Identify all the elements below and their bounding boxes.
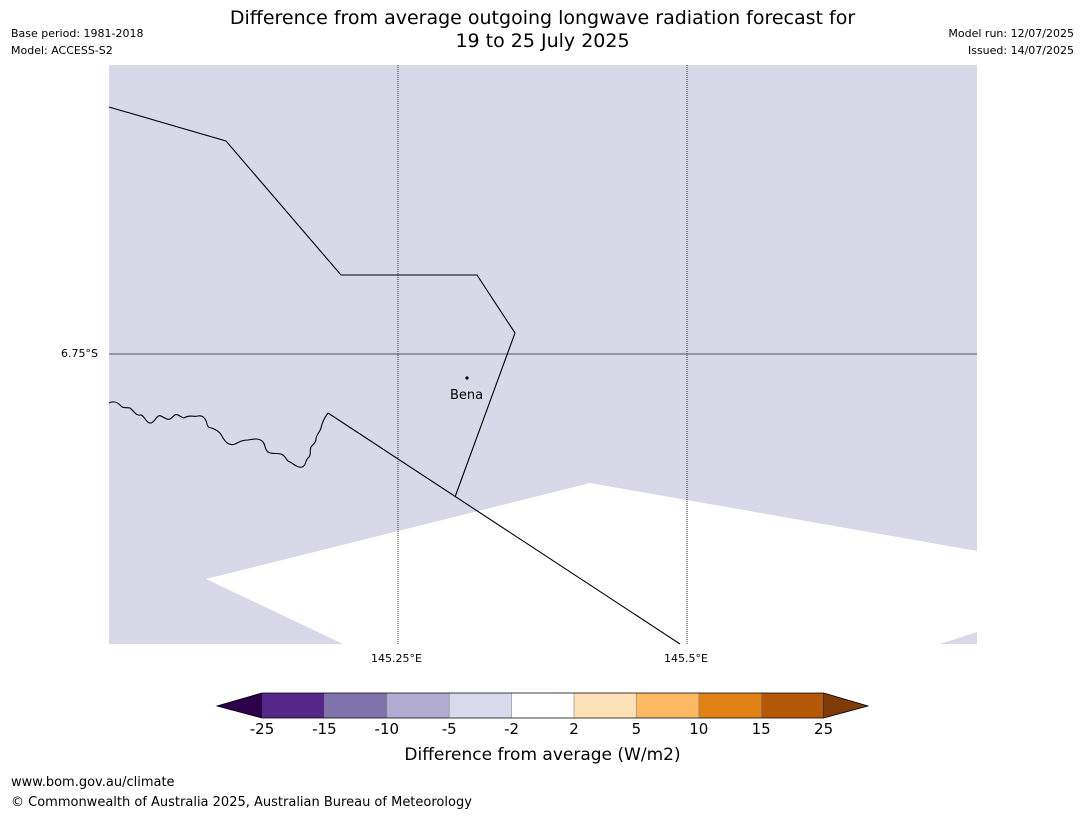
- province-boundary-north: [108, 106, 516, 498]
- colorbar-segment-8: [698, 693, 762, 718]
- colorbar-tick-label: 10: [689, 720, 709, 738]
- colorbar-segment-7: [636, 693, 699, 718]
- colorbar-tick-label: 5: [631, 720, 642, 738]
- colorbar-title: Difference from average (W/m2): [404, 745, 681, 765]
- base-period-text: Base period: 1981-2018: [11, 27, 144, 40]
- colorbar-tick-label: 25: [814, 720, 834, 738]
- colorbar-tick-label: 2: [569, 720, 579, 738]
- colorbar-segment-3: [386, 693, 450, 718]
- coastline: [108, 401, 329, 468]
- lat-tick-label: 6.75°S: [61, 347, 98, 360]
- footer-url: www.bom.gov.au/climate: [11, 775, 175, 790]
- issued-text: Issued: 14/07/2025: [967, 44, 1074, 57]
- forecast-fill-white: [206, 483, 977, 644]
- colorbar-segment-9: [761, 693, 824, 718]
- lon-tick-label: 145.5°E: [664, 652, 708, 665]
- town-marker-bena: [465, 376, 469, 380]
- colorbar-segment-4: [449, 693, 512, 718]
- colorbar-segment-2: [324, 693, 387, 718]
- colorbar-tick-label: -5: [441, 720, 457, 738]
- model-text: Model: ACCESS-S2: [11, 44, 113, 57]
- town-label-bena: Bena: [450, 388, 484, 403]
- footer-copyright: © Commonwealth of Australia 2025, Austra…: [11, 795, 472, 810]
- colorbar-extend-high: [823, 692, 869, 719]
- colorbar-tick-label: -25: [249, 720, 275, 738]
- colorbar: [215, 692, 870, 719]
- colorbar-extend-low: [216, 692, 263, 719]
- colorbar-segment-6: [574, 693, 637, 718]
- colorbar-tick-label: 15: [751, 720, 771, 738]
- colorbar-tick-label: -15: [312, 720, 337, 738]
- title-line-2: 19 to 25 July 2025: [455, 30, 630, 52]
- lon-tick-label: 145.25°E: [371, 652, 422, 665]
- colorbar-tick-label: -2: [504, 720, 520, 738]
- map-title: Difference from average outgoing longwav…: [0, 7, 1085, 53]
- province-boundary-south: [327, 412, 681, 645]
- model-run-text: Model run: 12/07/2025: [948, 27, 1074, 40]
- colorbar-tick-label: -10: [374, 720, 400, 738]
- colorbar-outline: [215, 692, 870, 719]
- title-line-1: Difference from average outgoing longwav…: [229, 7, 856, 29]
- colorbar-segment-5: [511, 693, 574, 718]
- colorbar-segment-1: [262, 693, 325, 718]
